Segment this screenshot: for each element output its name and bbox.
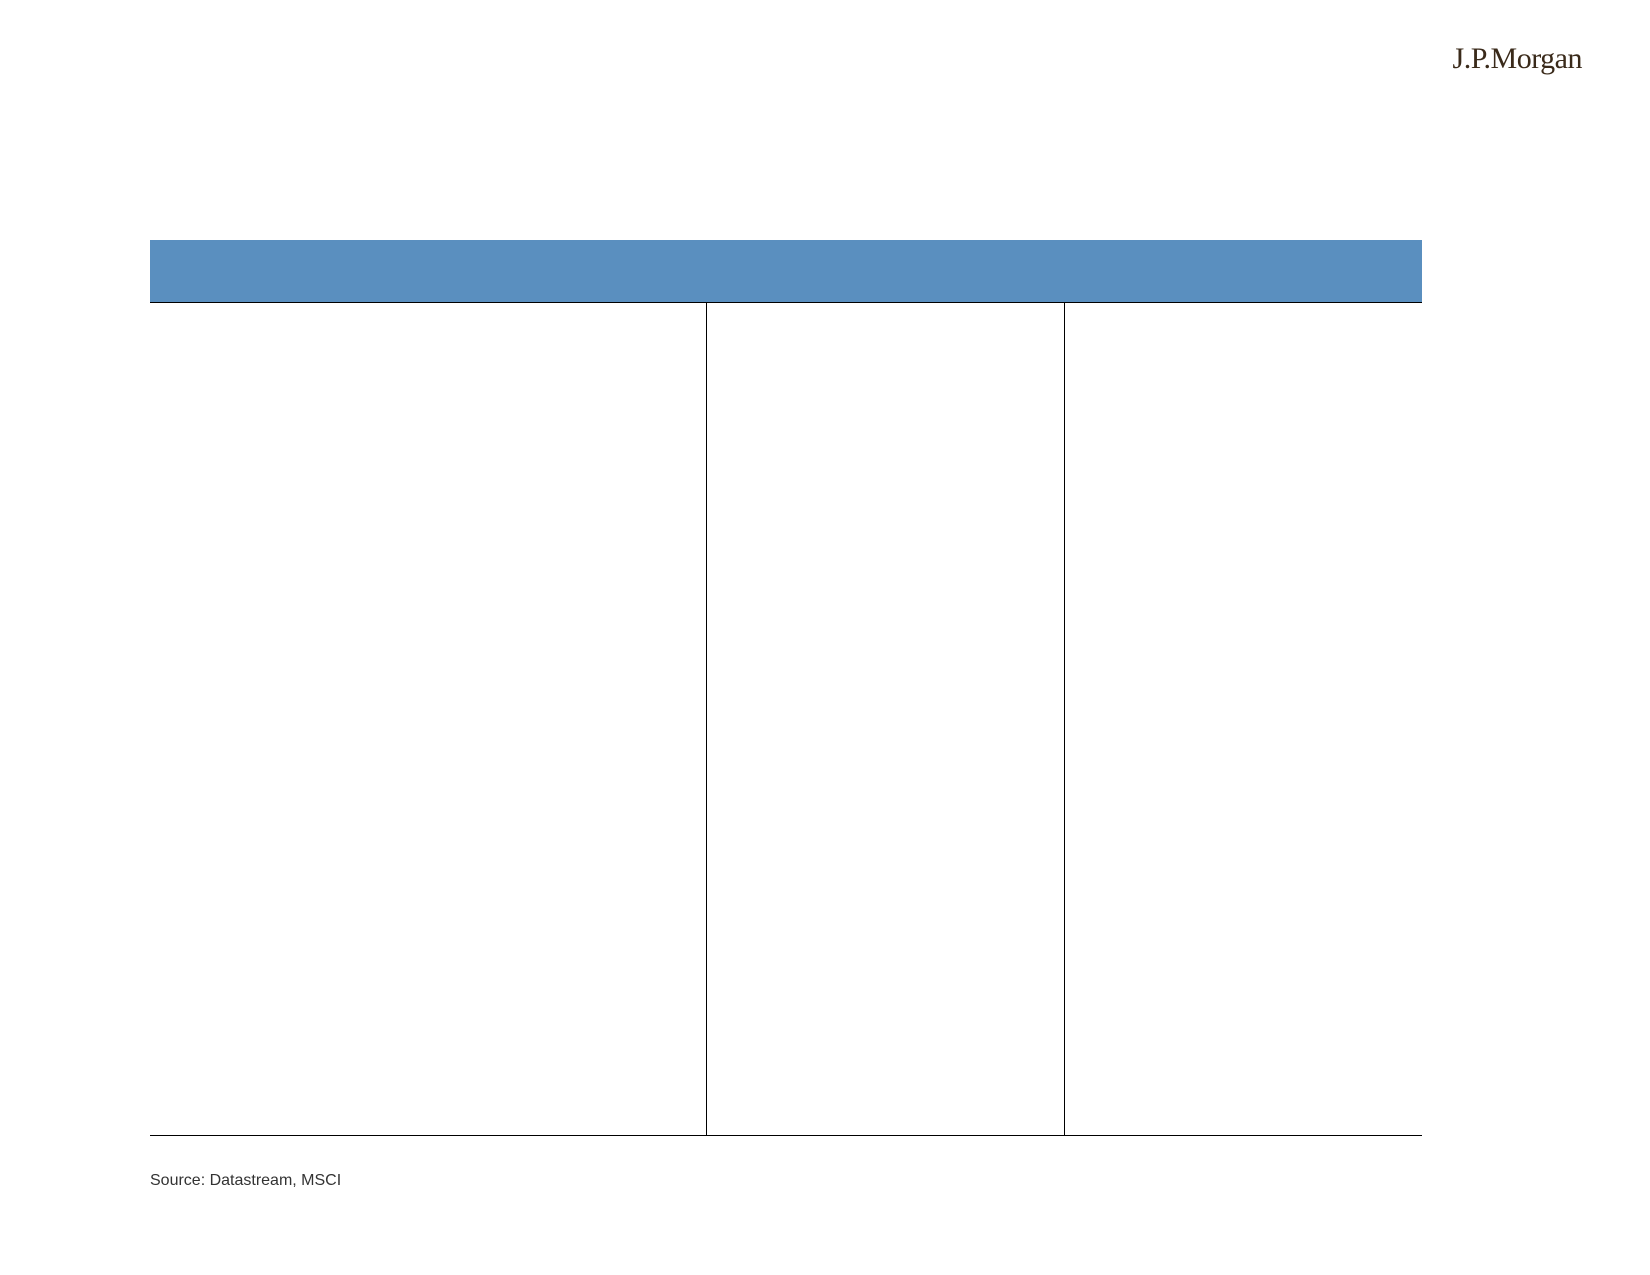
main-table-container bbox=[150, 240, 1422, 1136]
table-cell-1 bbox=[150, 302, 706, 1135]
table-cell-2 bbox=[706, 302, 1064, 1135]
table-row bbox=[150, 302, 1422, 1135]
table-header-cell-2 bbox=[706, 240, 1064, 302]
table-header-cell-3 bbox=[1064, 240, 1422, 302]
logo-text: J.P.Morgan bbox=[1453, 42, 1582, 75]
brand-logo: J.P.Morgan bbox=[1453, 42, 1582, 76]
source-citation: Source: Datastream, MSCI bbox=[150, 1172, 341, 1190]
table-header-row bbox=[150, 240, 1422, 302]
table-cell-3 bbox=[1064, 302, 1422, 1135]
table-header-cell-1 bbox=[150, 240, 706, 302]
main-table bbox=[150, 240, 1422, 1136]
